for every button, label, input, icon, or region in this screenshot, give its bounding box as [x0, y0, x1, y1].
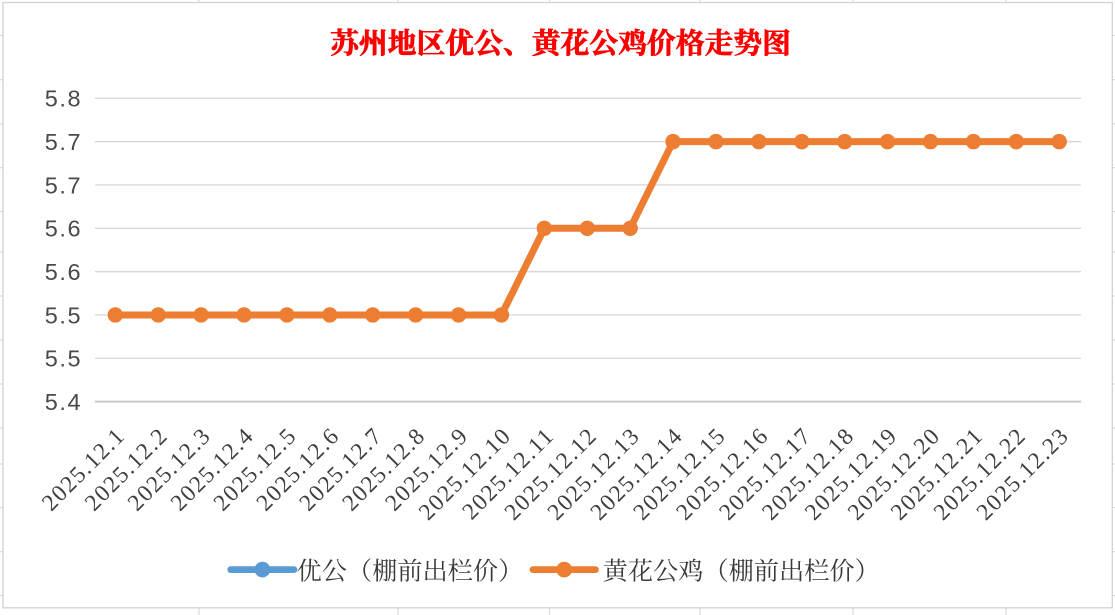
svg-text:5.6: 5.6 [45, 259, 82, 285]
svg-text:5.7: 5.7 [45, 172, 82, 198]
svg-text:5.5: 5.5 [45, 346, 82, 372]
svg-text:5.8: 5.8 [45, 86, 82, 112]
svg-text:5.4: 5.4 [45, 389, 82, 415]
svg-text:5.6: 5.6 [45, 216, 82, 242]
svg-text:5.5: 5.5 [45, 302, 82, 328]
svg-text:5.7: 5.7 [45, 129, 82, 155]
